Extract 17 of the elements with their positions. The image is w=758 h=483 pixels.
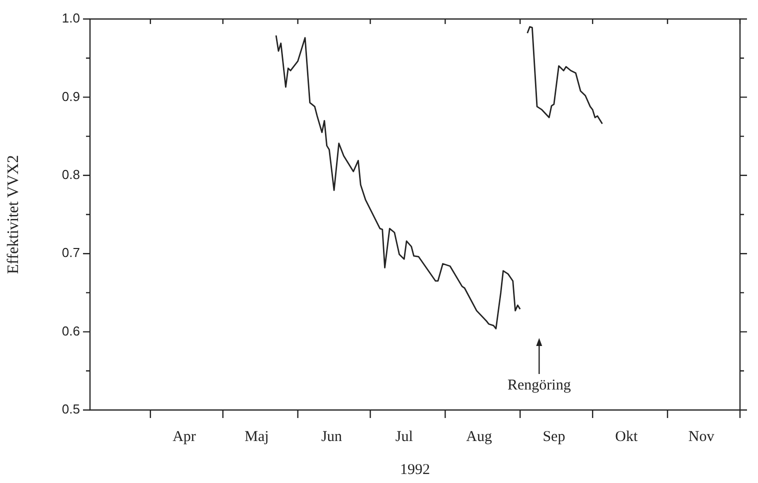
x-tick-label: Jun: [321, 428, 343, 445]
x-tick-label: Sep: [542, 428, 566, 445]
x-tick-label: Maj: [244, 428, 269, 445]
x-tick-label: Aug: [466, 428, 492, 445]
annotation: Rengöring: [507, 377, 572, 394]
y-tick-label: 1.0: [62, 10, 80, 26]
y-tick-label: 0.7: [62, 245, 80, 260]
x-tick-label: Okt: [615, 428, 639, 445]
x-tick-label: Jul: [395, 428, 413, 445]
x-axis-title: 1992: [400, 462, 430, 478]
y-axis-title: Effektivitet VVX2: [4, 155, 22, 274]
x-tick-label: Apr: [172, 428, 196, 445]
y-tick-label: 0.6: [62, 323, 80, 338]
x-tick-label: Nov: [688, 428, 715, 445]
y-tick-label: 0.8: [62, 166, 80, 182]
y-tick-label: 0.5: [62, 402, 80, 417]
y-tick-label: 0.9: [62, 88, 80, 104]
